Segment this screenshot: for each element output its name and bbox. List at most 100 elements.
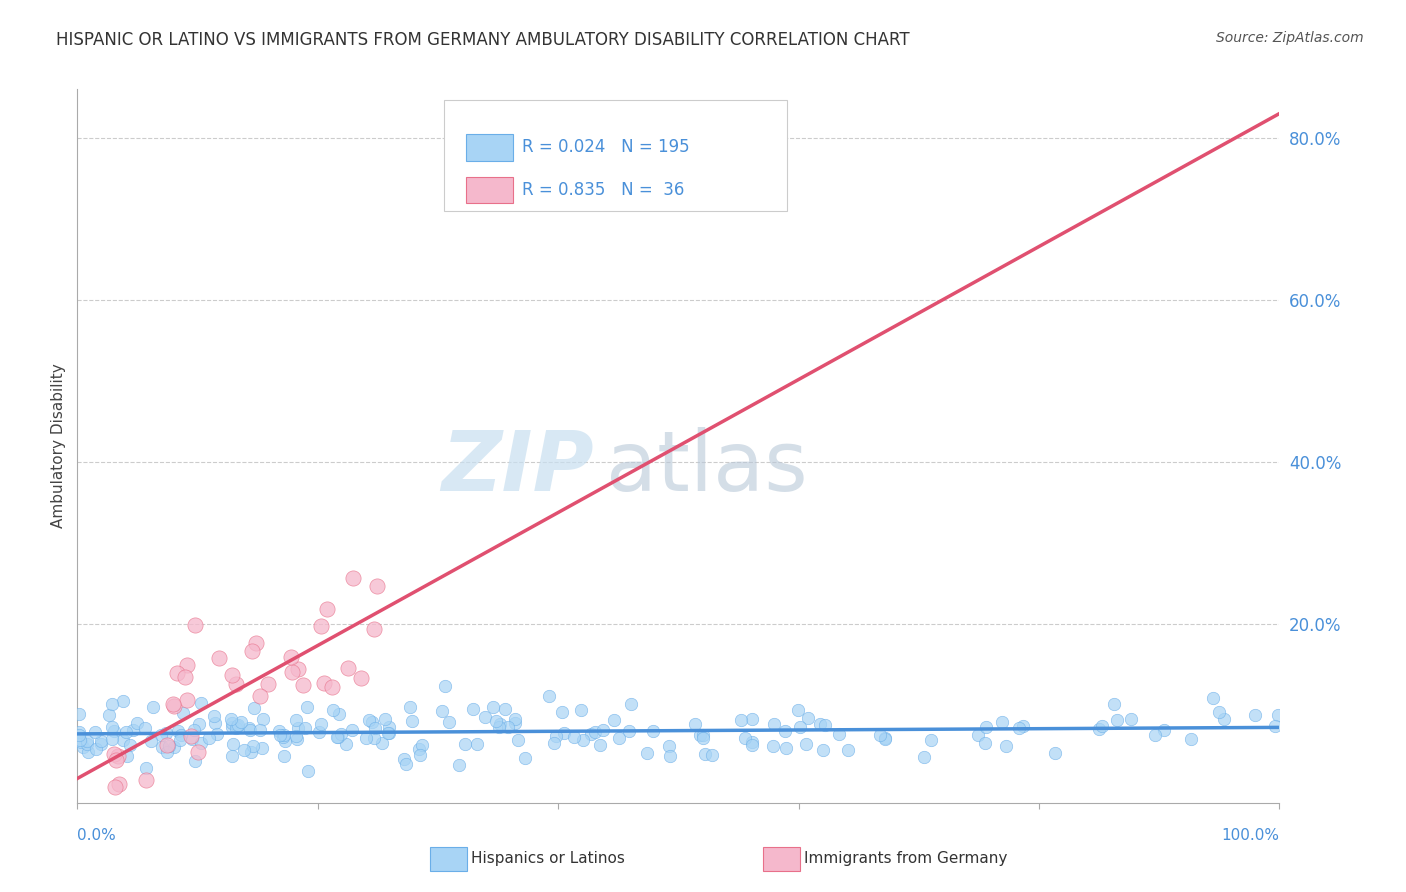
Point <box>1087 722 1109 736</box>
Point <box>291 677 314 691</box>
FancyBboxPatch shape <box>444 100 786 211</box>
Point <box>183 723 205 738</box>
Point <box>762 739 785 753</box>
Point <box>1267 707 1289 722</box>
Point <box>994 739 1017 753</box>
Point <box>377 726 399 740</box>
Point <box>72 739 94 754</box>
Point <box>494 702 516 716</box>
Point <box>127 716 149 731</box>
Point <box>242 739 264 753</box>
Text: ZIP: ZIP <box>441 427 595 508</box>
Point <box>411 738 433 752</box>
Point <box>309 716 332 731</box>
Point <box>990 715 1012 730</box>
Point <box>308 724 330 739</box>
Point <box>967 728 990 742</box>
Point <box>1264 719 1286 733</box>
Point <box>775 740 797 755</box>
Point <box>374 712 396 726</box>
Point <box>269 723 291 738</box>
Point <box>1144 728 1167 742</box>
Point <box>873 731 896 746</box>
Point <box>67 725 90 739</box>
Point <box>157 739 180 754</box>
Point <box>579 727 602 741</box>
Point <box>69 733 91 747</box>
Point <box>111 694 134 708</box>
Point <box>162 697 184 711</box>
Point <box>762 717 785 731</box>
Point <box>135 772 157 787</box>
Point <box>245 636 267 650</box>
Point <box>273 748 295 763</box>
Point <box>107 748 129 763</box>
Point <box>84 742 107 756</box>
Point <box>285 731 308 746</box>
Point <box>101 720 124 734</box>
Point <box>67 728 90 742</box>
Point <box>636 747 658 761</box>
Point <box>488 720 510 734</box>
Point <box>433 680 456 694</box>
Point <box>506 732 529 747</box>
Point <box>485 714 508 728</box>
Point <box>869 728 891 742</box>
Point <box>811 742 834 756</box>
Point <box>371 735 394 749</box>
Point <box>873 731 896 746</box>
Point <box>163 740 186 755</box>
Point <box>350 671 373 685</box>
Point <box>683 717 706 731</box>
Point <box>562 731 585 745</box>
Point <box>225 721 247 735</box>
Point <box>363 731 385 745</box>
Point <box>461 702 484 716</box>
Point <box>134 721 156 735</box>
Point <box>1043 746 1066 760</box>
Point <box>249 689 271 703</box>
Point <box>551 705 574 719</box>
Point <box>658 749 681 764</box>
Point <box>67 706 90 721</box>
Point <box>363 622 385 636</box>
Point <box>912 750 935 764</box>
Point <box>363 721 385 735</box>
Point <box>401 714 423 729</box>
Point <box>794 737 817 751</box>
Point <box>1011 719 1033 733</box>
Point <box>219 713 242 727</box>
Point <box>76 737 98 751</box>
Point <box>700 747 723 762</box>
Point <box>513 751 536 765</box>
Point <box>103 723 125 738</box>
Point <box>569 703 592 717</box>
Point <box>118 739 141 753</box>
Point <box>789 721 811 735</box>
Point <box>204 716 226 731</box>
Point <box>104 780 127 794</box>
Point <box>837 743 859 757</box>
Point <box>169 733 191 747</box>
Point <box>249 723 271 738</box>
Point <box>465 737 488 751</box>
Point <box>399 699 422 714</box>
Point <box>285 729 308 743</box>
Point <box>1121 712 1143 726</box>
Point <box>150 728 173 742</box>
Point <box>741 712 763 726</box>
Point <box>357 714 380 728</box>
Point <box>377 726 399 740</box>
Point <box>366 579 388 593</box>
Point <box>103 747 125 761</box>
Point <box>392 752 415 766</box>
Point <box>207 727 229 741</box>
Point <box>336 661 359 675</box>
Text: R = 0.835   N =  36: R = 0.835 N = 36 <box>522 181 685 199</box>
Point <box>256 676 278 690</box>
Y-axis label: Ambulatory Disability: Ambulatory Disability <box>51 364 66 528</box>
Point <box>315 601 337 615</box>
Point <box>734 731 756 745</box>
Point <box>447 758 470 772</box>
Point <box>328 707 350 722</box>
